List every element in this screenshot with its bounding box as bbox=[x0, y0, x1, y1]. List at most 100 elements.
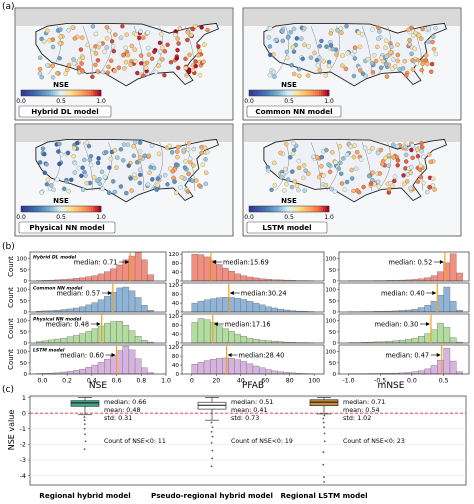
colorbar-segment bbox=[73, 90, 76, 96]
y-tick-label: 0 bbox=[23, 279, 27, 285]
colorbar-segment bbox=[259, 206, 262, 212]
box-stat: median: 0.66 bbox=[104, 398, 146, 406]
station-dot bbox=[421, 180, 426, 186]
station-dot bbox=[86, 143, 92, 149]
station-dot bbox=[108, 156, 114, 162]
station-dot bbox=[134, 160, 140, 165]
colorbar-segment bbox=[69, 206, 72, 212]
subplot-frame bbox=[338, 282, 470, 313]
station-dot bbox=[137, 155, 143, 160]
colorbar-segment bbox=[59, 90, 62, 96]
station-dot bbox=[291, 147, 297, 153]
panel-label-a: (a) bbox=[2, 2, 15, 12]
subplot-frame bbox=[181, 251, 325, 282]
station-dot bbox=[420, 26, 425, 32]
station-dot bbox=[351, 154, 357, 160]
station-dot bbox=[285, 55, 290, 61]
station-dot bbox=[376, 25, 381, 30]
station-dot bbox=[133, 32, 139, 37]
x-tick-label: 60 bbox=[261, 378, 269, 385]
colorbar-segment bbox=[267, 90, 270, 96]
station-dot bbox=[102, 49, 107, 55]
colorbar-segment bbox=[271, 90, 274, 96]
colorbar-segment bbox=[25, 206, 28, 212]
colorbar-segment bbox=[301, 90, 304, 96]
station-dot bbox=[124, 32, 129, 37]
histogram-bar bbox=[424, 277, 432, 282]
median-annotation: median: 0.47 bbox=[385, 351, 429, 359]
station-dot bbox=[95, 58, 101, 63]
y-tick-label: 0 bbox=[332, 310, 336, 316]
station-dot bbox=[312, 50, 317, 56]
station-dot bbox=[302, 188, 307, 193]
station-dot bbox=[91, 174, 97, 180]
station-dot bbox=[121, 158, 126, 163]
subplot-frame bbox=[29, 251, 167, 282]
station-dot bbox=[80, 55, 86, 60]
station-dot bbox=[323, 182, 329, 188]
box-body bbox=[309, 399, 339, 407]
station-dot bbox=[352, 45, 358, 50]
station-dot bbox=[408, 185, 413, 191]
histogram-bar bbox=[234, 273, 241, 282]
station-dot bbox=[88, 153, 94, 159]
histogram-bar bbox=[91, 328, 99, 344]
outlier-point bbox=[323, 440, 326, 443]
colorbar-segment bbox=[291, 90, 294, 96]
histogram-bar bbox=[191, 322, 199, 344]
outlier-point bbox=[323, 480, 326, 483]
station-dot bbox=[132, 172, 137, 177]
y-tick-label: 0 bbox=[175, 310, 179, 316]
outlier-point bbox=[210, 441, 213, 444]
histogram-bar bbox=[437, 323, 444, 344]
colorbar-segment bbox=[83, 206, 86, 212]
histogram-bar bbox=[97, 325, 105, 344]
station-dot bbox=[417, 167, 423, 172]
station-dot bbox=[372, 53, 377, 58]
histogram-bar bbox=[66, 308, 74, 313]
colorbar-segment bbox=[249, 90, 252, 96]
station-dot bbox=[409, 164, 414, 170]
station-dot bbox=[337, 144, 342, 149]
station-dot bbox=[302, 26, 307, 31]
colorbar-segment bbox=[45, 206, 48, 212]
station-dot bbox=[433, 51, 439, 57]
station-dot bbox=[176, 41, 181, 46]
median-annotation: median: 0.60 bbox=[60, 351, 104, 359]
colorbar-segment bbox=[275, 206, 278, 212]
station-dot bbox=[175, 47, 180, 53]
colorbar-tick: 1.0 bbox=[96, 98, 106, 105]
colorbar-segment bbox=[93, 90, 96, 96]
colorbar-segment bbox=[261, 206, 264, 212]
station-dot bbox=[99, 169, 105, 174]
y-tick-label: 120 bbox=[168, 314, 179, 320]
histogram-bar bbox=[399, 339, 406, 344]
median-annotation: median:15.69 bbox=[223, 258, 269, 266]
station-dot bbox=[296, 66, 302, 72]
colorbar-segment bbox=[81, 90, 84, 96]
colorbar-frame bbox=[20, 89, 102, 97]
station-dot bbox=[110, 179, 116, 184]
colorbar-segment bbox=[95, 206, 98, 212]
colorbar-segment bbox=[257, 90, 260, 96]
station-dot bbox=[355, 188, 360, 193]
colorbar-segment bbox=[45, 90, 48, 96]
station-dot bbox=[267, 72, 272, 78]
colorbar-segment bbox=[93, 206, 96, 212]
histogram-bar bbox=[449, 301, 457, 313]
colorbar-segment bbox=[251, 90, 254, 96]
station-dot bbox=[280, 38, 285, 44]
colorbar-segment bbox=[313, 206, 316, 212]
colorbar-segment bbox=[49, 206, 52, 212]
station-dot bbox=[329, 186, 334, 192]
colorbar-segment bbox=[37, 90, 40, 96]
station-dot bbox=[141, 73, 146, 78]
model-label: Physical NN model bbox=[29, 223, 104, 232]
station-dot bbox=[409, 51, 414, 57]
colorbar-segment bbox=[297, 90, 300, 96]
station-dot bbox=[156, 151, 162, 157]
histogram-subplot: median:28.40 0 40 80 120 bbox=[168, 344, 325, 378]
